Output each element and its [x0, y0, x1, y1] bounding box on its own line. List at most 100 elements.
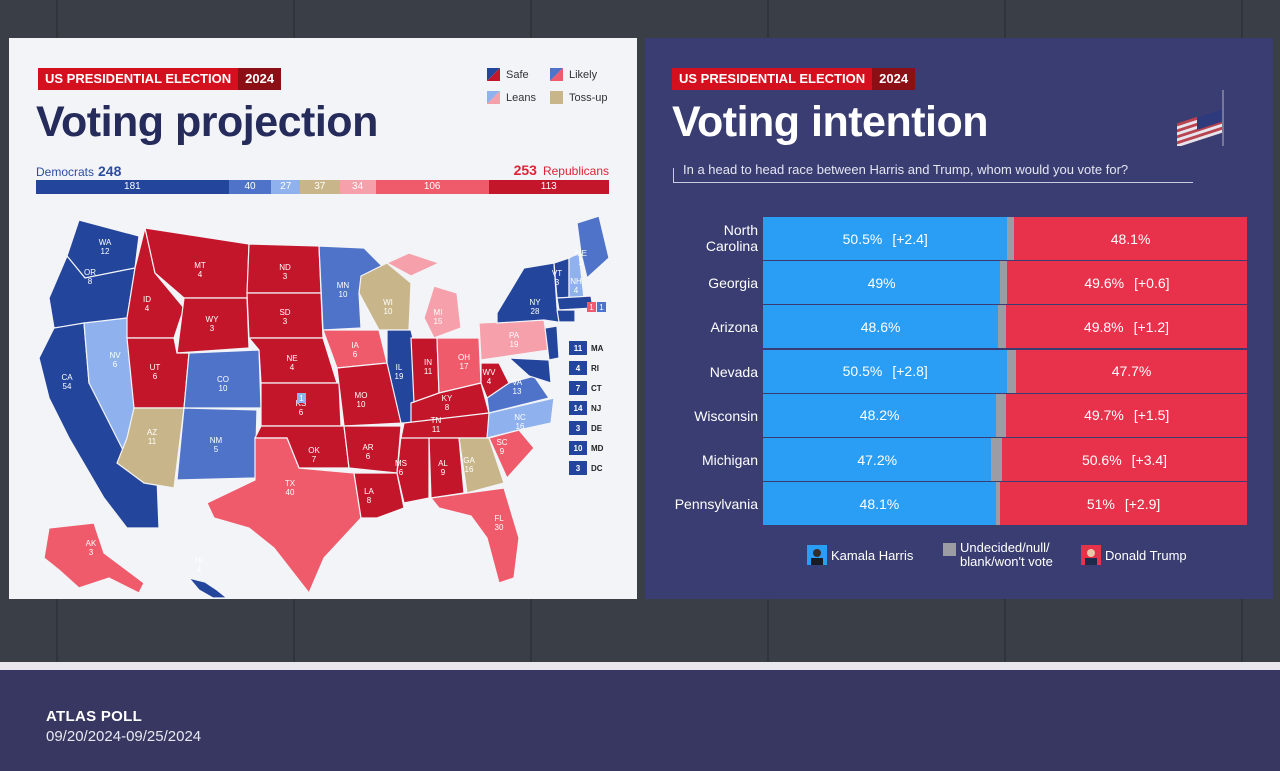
state-label-ms: MS 6 — [395, 459, 407, 477]
small-state-ev-box — [569, 381, 587, 395]
state-name: Wisconsin — [694, 407, 758, 424]
seat-segment: 34 — [339, 180, 376, 194]
harris-bar: 48.1% — [763, 482, 996, 526]
state-nc — [486, 397, 555, 439]
page-title: Voting projection — [36, 98, 378, 146]
state-wv — [480, 362, 510, 399]
state-label-id: ID 4 — [143, 295, 151, 313]
trump-bar-label: 50.6% — [1081, 451, 1122, 468]
state-label-nd: ND 3 — [279, 263, 291, 281]
state-label-ca: CA 54 — [61, 373, 73, 391]
undecided-bar — [996, 393, 1007, 437]
small-state-ev: 7 — [576, 384, 581, 393]
survey-question: In a head to head race between Harris an… — [683, 162, 1129, 177]
state-row: Georgia 49% 49.6% [+0.6] — [645, 261, 1273, 305]
small-state-abbr: MD — [591, 444, 604, 453]
state-label-in: IN 11 — [424, 358, 433, 376]
harris-avatar-icon — [807, 545, 827, 565]
state-row: North Carolina 50.5% [+2.4] 48.1% — [645, 217, 1273, 260]
legend-harris: Kamala Harris — [807, 545, 913, 565]
trump-bar: 49.8% [+1.2] — [1005, 305, 1247, 349]
legend-safe: Safe — [487, 68, 529, 81]
tossup-swatch-icon — [550, 91, 563, 104]
state-ct — [556, 309, 576, 323]
trump-bar-lead: [+0.6] — [1134, 274, 1170, 291]
democrats-total: Democrats 248 — [36, 163, 122, 179]
state-label-ks: KS 6 — [296, 399, 307, 417]
harris-bar-label: 48.1% — [859, 495, 900, 512]
small-state-ev-box — [569, 441, 587, 455]
voting-intention-panel: US PRESIDENTIAL ELECTION 2024 Voting int… — [645, 38, 1273, 599]
state-label-la: LA 8 — [364, 487, 374, 505]
small-state-ev: 3 — [576, 464, 581, 473]
state-label-tx: TX 40 — [285, 479, 296, 497]
electoral-seat-bar: 181 40 27 37 34 106 113 — [36, 180, 609, 194]
state-label-me: ME 2 — [575, 249, 587, 267]
state-label-vt: VT 3 — [552, 269, 562, 287]
small-state-abbr: MA — [591, 344, 604, 353]
state-label-ak: AK 3 — [86, 539, 97, 557]
state-name: Georgia — [708, 275, 758, 292]
poll-dates: 09/20/2024-09/25/2024 — [46, 728, 202, 745]
trump-bar-lead: [+1.2] — [1133, 318, 1170, 335]
state-label-mn: MN 10 — [337, 281, 350, 299]
state-nj — [544, 325, 560, 361]
undecided-bar — [995, 482, 1001, 526]
legend-trump: Donald Trump — [1081, 545, 1187, 565]
small-state-abbr: DC — [591, 464, 603, 473]
state-label-tn: TN 11 — [431, 416, 442, 434]
state-label-ok: OK 7 — [308, 446, 320, 464]
trump-bar: 51% [+2.9] — [1000, 482, 1247, 526]
state-ga — [458, 437, 505, 494]
state-label-wy: WY 3 — [206, 315, 220, 333]
state-name: North Carolina — [705, 222, 758, 254]
seat-segment: 40 — [228, 180, 272, 194]
harris-bar-lead: [+2.8] — [892, 363, 928, 380]
state-name: Arizona — [710, 319, 758, 336]
me-district-a-label: 1 — [589, 303, 594, 312]
ne-district-box — [297, 393, 306, 403]
small-state-ev: 14 — [574, 404, 583, 413]
small-state-abbr: RI — [591, 364, 599, 373]
small-state-ev-box — [569, 421, 587, 435]
state-label-ny: NY 28 — [529, 298, 541, 316]
state-me — [576, 215, 610, 280]
trump-bar: 47.7% — [1016, 349, 1247, 393]
tag-year: 2024 — [238, 68, 282, 90]
state-label-hi: HI 4 — [195, 556, 203, 574]
harris-bar-label: 47.2% — [857, 451, 898, 468]
small-state-abbr: DE — [591, 424, 603, 433]
state-fl — [429, 487, 520, 584]
state-la — [353, 472, 405, 519]
state-row: Michigan 47.2% 50.6% [+3.4] — [645, 438, 1273, 481]
state-label-nm: NM 5 — [210, 436, 223, 454]
small-state-abbr: NJ — [591, 404, 601, 413]
small-state-ev-box — [569, 401, 587, 415]
undecided-bar — [1007, 217, 1015, 260]
state-ak — [43, 522, 145, 594]
trump-bar-lead: [+2.9] — [1124, 495, 1161, 512]
seat-segment: 181 — [36, 180, 229, 194]
state-label-nh: NH 4 — [570, 277, 582, 295]
state-name: Michigan — [701, 452, 758, 468]
state-label-pa: PA 19 — [509, 331, 520, 349]
harris-bar-label: 50.5% — [842, 230, 883, 247]
trump-bar-label: 51% — [1086, 495, 1115, 512]
small-state-ev-box — [569, 361, 587, 375]
me-district-b-box — [597, 302, 606, 312]
state-ca — [38, 322, 160, 529]
undecided-bar — [991, 438, 1003, 481]
state-label-ar: AR 6 — [362, 443, 373, 461]
undecided-swatch-icon — [943, 543, 956, 556]
state-row: Nevada 50.5% [+2.8] 47.7% — [645, 349, 1273, 393]
state-label-wv: WV 4 — [483, 368, 497, 386]
state-label-mo: MO 10 — [355, 391, 368, 409]
state-label-ky: KY 8 — [442, 394, 453, 412]
harris-bar: 47.2% — [763, 438, 992, 481]
small-state-ev: 4 — [576, 364, 581, 373]
harris-bar: 50.5% [+2.4] — [763, 217, 1008, 260]
state-name: Pennsylvania — [674, 496, 758, 513]
state-label-fl: FL 30 — [494, 514, 504, 532]
election-tag: US PRESIDENTIAL ELECTION 2024 — [672, 68, 916, 90]
harris-bar: 48.2% — [763, 393, 997, 437]
